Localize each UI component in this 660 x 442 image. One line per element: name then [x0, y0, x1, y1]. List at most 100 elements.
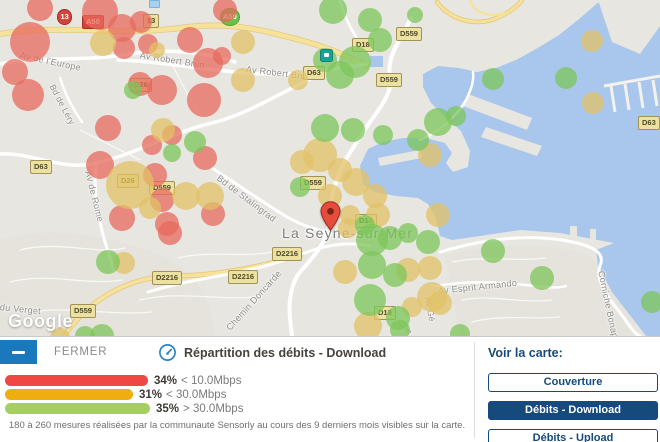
measurement-dot: [96, 250, 120, 274]
measurement-dot: [90, 30, 116, 56]
legend-green: 35% > 30.0Mbps: [5, 402, 244, 415]
measurement-dot: [27, 0, 53, 21]
minus-icon: [0, 340, 37, 364]
road-badge: D559: [70, 304, 96, 318]
measurement-dot: [130, 11, 152, 33]
measurement-dot: [231, 68, 255, 92]
measurement-dot: [151, 118, 175, 142]
measurement-dot: [290, 177, 310, 197]
panel-title-text: Répartition des débits - Download: [184, 345, 387, 360]
map-type-sidebar: Voir la carte: Couverture Débits - Downlo…: [488, 346, 658, 442]
debits-upload-button[interactable]: Débits - Upload: [488, 429, 658, 442]
measurement-dot: [113, 37, 135, 59]
measurement-dot: [196, 182, 224, 210]
dots-layer: [2, 0, 660, 336]
teal-poi-icon: [320, 49, 333, 62]
measurement-dot: [109, 205, 135, 231]
map-pin[interactable]: [319, 201, 341, 231]
measurement-dot: [481, 239, 505, 263]
close-label: FERMER: [54, 346, 108, 358]
measurement-dot: [124, 81, 142, 99]
measurement-dot: [333, 260, 357, 284]
measurement-dot: [424, 108, 452, 136]
sidebar-buttons: Couverture Débits - Download Débits - Uplo…: [488, 373, 658, 442]
measurement-dot: [213, 0, 237, 22]
measurement-dot: [139, 197, 161, 219]
measurement-dot: [390, 320, 410, 336]
measurement-dot: [555, 67, 577, 89]
legend-orange-pct: 31%: [139, 388, 163, 401]
measurement-dot: [12, 79, 44, 111]
measurement-dot: [158, 221, 182, 245]
measurement-dot: [407, 7, 423, 23]
legend-green-pct: 35%: [156, 402, 180, 415]
measurement-dot: [582, 92, 604, 114]
gauge-icon: [159, 344, 176, 361]
road-badge: D63: [30, 160, 52, 174]
road-badge: D559: [396, 27, 422, 41]
measurement-dot: [358, 251, 386, 279]
legend: 34% < 10.0Mbps 31% < 30.0Mbps 35% > 30.0Mbps: [5, 375, 243, 417]
measurement-dot: [172, 182, 200, 210]
road-badge: D2216: [228, 270, 259, 284]
poi-layer: [149, 0, 333, 62]
measurement-dot: [90, 324, 114, 336]
bottom-panel: FERMER Répartition des débits - Download…: [0, 336, 660, 442]
legend-orange-bar: [5, 389, 133, 400]
measurement-dot: [418, 256, 442, 280]
measurement-dot: [231, 30, 255, 54]
measurement-dot: [95, 115, 121, 141]
blue-poi-icon: [149, 0, 160, 8]
legend-green-bar: [5, 403, 150, 414]
measurement-dot: [184, 131, 206, 153]
measurement-dot: [10, 22, 50, 62]
legend-red: 34% < 10.0Mbps: [5, 374, 243, 387]
legend-footnote: 180 à 260 mesures réalisées par la commu…: [8, 420, 466, 431]
measurement-dot: [373, 125, 393, 145]
measurement-dot: [581, 30, 603, 52]
road-badge: 13: [57, 9, 73, 25]
legend-red-range: < 10.0Mbps: [181, 374, 242, 387]
measurement-dot: [398, 223, 418, 243]
legend-orange-range: < 30.0Mbps: [166, 388, 227, 401]
measurement-dot: [354, 284, 386, 316]
road-badge: D63: [638, 116, 660, 130]
debits-download-button[interactable]: Débits - Download: [488, 401, 658, 420]
legend-red-bar: [5, 375, 148, 386]
legend-red-pct: 34%: [154, 374, 178, 387]
measurement-dot: [290, 150, 314, 174]
measurement-dot: [177, 27, 203, 53]
measurement-dot: [147, 75, 177, 105]
road-badge: D559: [376, 73, 402, 87]
google-logo: Google: [8, 311, 73, 331]
measurement-dot: [319, 0, 347, 24]
measurement-dot: [338, 218, 358, 238]
measurement-dot: [530, 266, 554, 290]
measurement-dot: [341, 118, 365, 142]
measurement-dot: [50, 328, 70, 336]
measurement-dot: [482, 68, 504, 90]
panel-title: Répartition des débits - Download: [158, 343, 386, 362]
road-badge: D2216: [152, 271, 183, 285]
measurement-dot: [383, 263, 407, 287]
legend-orange: 31% < 30.0Mbps: [5, 388, 243, 401]
measurement-dot: [426, 203, 450, 227]
sidebar-heading: Voir la carte:: [488, 346, 563, 360]
legend-green-range: > 30.0Mbps: [183, 402, 244, 415]
measurement-dot: [187, 83, 221, 117]
panel-divider: [474, 342, 475, 438]
close-panel-button[interactable]: FERMER: [0, 340, 107, 364]
measurement-dot: [213, 47, 231, 65]
measurement-dot: [149, 42, 165, 58]
measurement-dot: [428, 291, 452, 315]
measurement-dot: [416, 230, 440, 254]
measurement-dot: [311, 114, 339, 142]
measurement-dot: [288, 70, 308, 90]
measurement-dot: [368, 28, 392, 52]
couverture-button[interactable]: Couverture: [488, 373, 658, 392]
measurement-dot: [354, 312, 382, 336]
measurement-dot: [407, 129, 429, 151]
measurement-dot: [163, 144, 181, 162]
